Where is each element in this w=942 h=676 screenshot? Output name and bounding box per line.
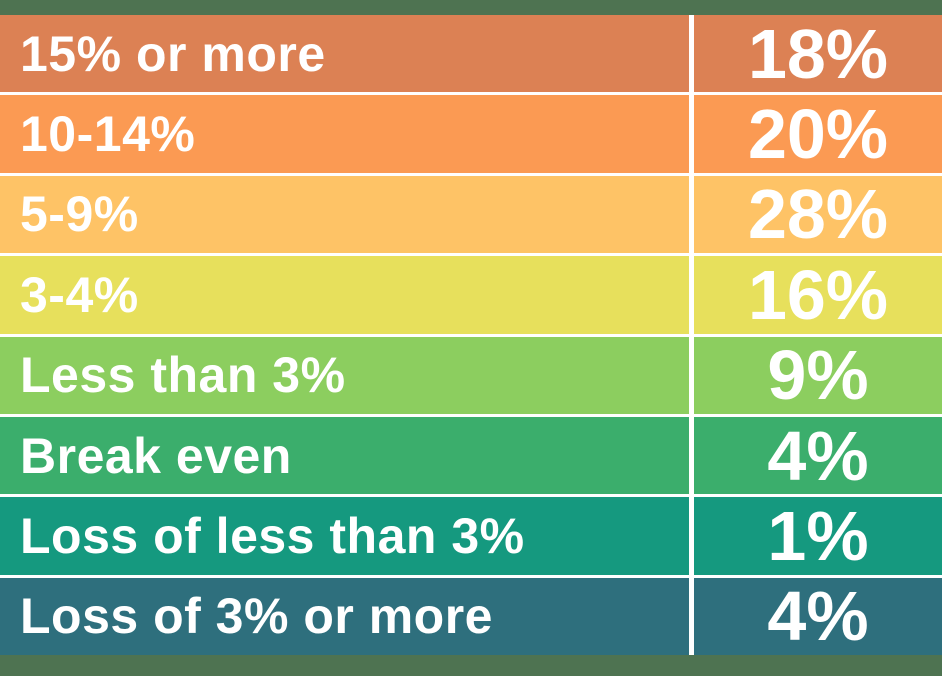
category-cell: 3-4% — [0, 256, 689, 333]
category-label: 3-4% — [20, 266, 139, 323]
table-row: 10-14% 20% — [0, 95, 942, 173]
table-row: Less than 3% 9% — [0, 336, 942, 414]
value-label: 9% — [767, 336, 869, 415]
table-row: Loss of less than 3% 1% — [0, 497, 942, 575]
category-cell: Loss of less than 3% — [0, 497, 689, 574]
category-cell: Loss of 3% or more — [0, 578, 689, 655]
table-row: Break even 4% — [0, 416, 942, 495]
category-label: Loss of 3% or more — [20, 588, 493, 645]
value-label: 18% — [747, 14, 889, 93]
column-divider — [689, 497, 694, 575]
category-cell: Less than 3% — [0, 337, 689, 414]
category-cell: 5-9% — [0, 176, 689, 253]
value-label: 28% — [747, 175, 889, 254]
column-divider — [689, 336, 694, 414]
table-row: Loss of 3% or more 4% — [0, 577, 942, 655]
value-cell: 28% — [694, 176, 942, 253]
table-row: 3-4% 16% — [0, 256, 942, 334]
column-divider — [689, 95, 694, 173]
category-cell: 15% or more — [0, 15, 689, 92]
value-cell: 16% — [694, 256, 942, 333]
value-label: 1% — [767, 496, 869, 575]
category-label: Break even — [20, 427, 292, 484]
table-row: 15% or more 18% — [0, 15, 942, 93]
bottom-margin — [0, 655, 942, 676]
value-label: 4% — [767, 416, 869, 495]
category-cell: Break even — [0, 417, 689, 494]
column-divider — [689, 416, 694, 495]
value-label: 4% — [767, 577, 869, 656]
category-label: Less than 3% — [20, 347, 346, 404]
table-row: 5-9% 28% — [0, 175, 942, 254]
category-label: 10-14% — [20, 106, 196, 163]
value-cell: 18% — [694, 15, 942, 92]
category-label: 5-9% — [20, 186, 139, 243]
value-label: 16% — [747, 255, 889, 334]
column-divider — [689, 256, 694, 334]
value-cell: 1% — [694, 497, 942, 574]
column-divider — [689, 577, 694, 655]
value-cell: 9% — [694, 337, 942, 414]
results-table: 15% or more 18% 10-14% 20% 5-9% 28% 3-4%… — [0, 15, 942, 655]
value-cell: 20% — [694, 95, 942, 172]
category-cell: 10-14% — [0, 95, 689, 172]
value-label: 20% — [747, 95, 889, 174]
top-margin — [0, 0, 942, 15]
category-label: Loss of less than 3% — [20, 507, 525, 564]
value-cell: 4% — [694, 417, 942, 494]
category-label: 15% or more — [20, 25, 326, 82]
value-cell: 4% — [694, 578, 942, 655]
column-divider — [689, 175, 694, 254]
column-divider — [689, 15, 694, 93]
